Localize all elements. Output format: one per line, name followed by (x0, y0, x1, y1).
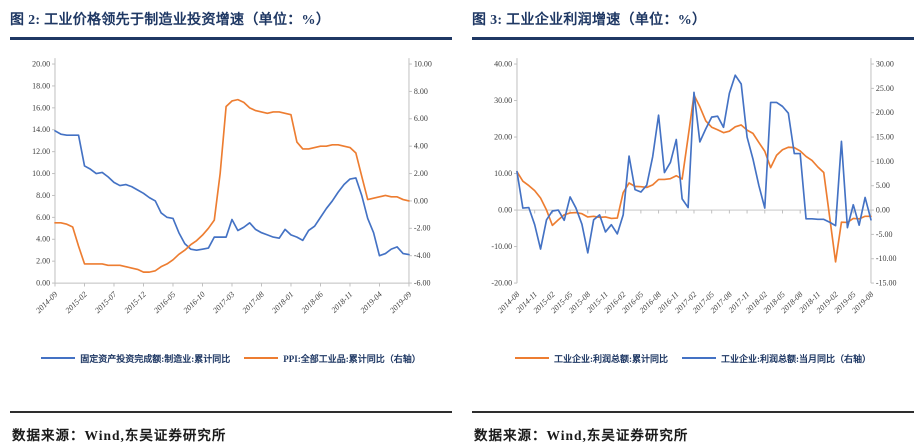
right-axis-tick-label: -15.00 (876, 278, 897, 287)
series-line-1 (516, 73, 872, 254)
left-axis-tick-label: 10.00 (494, 168, 512, 177)
left-axis-tick-label: 0.00 (36, 278, 50, 287)
x-axis-tick-label: 2018-01 (270, 289, 295, 314)
axes (52, 57, 412, 286)
figure-2-title-rule (10, 37, 452, 40)
x-axis-tick-label: 2016-10 (182, 289, 207, 314)
figure-2: 图 2: 工业价格领先于制造业投资增速（单位：%） 20.00 18.00 16.0… (10, 6, 452, 444)
right-axis-tick-label: 6.00 (414, 114, 428, 123)
series-line-1 (54, 98, 410, 273)
left-axis-tick-label: 2.00 (36, 256, 50, 265)
y-tick-labels: 20.00 18.00 16.00 14.00 12.00 10.00 8.00 6.00 4.… (32, 59, 432, 287)
legend-label: 工业企业:利润总额:累计同比 (554, 353, 668, 364)
legend-line-swatch-icon (682, 356, 716, 360)
right-axis-tick-label: 15.00 (876, 132, 894, 141)
x-axis-tick-label: 2019-09 (388, 289, 413, 314)
legend-label: PPI:全部工业品:累计同比（右轴） (283, 353, 421, 364)
legend-item-0: 固定资产投资完成额:制造业:累计同比 (41, 352, 230, 365)
x-axis-tick-label: 2015-12 (123, 289, 148, 314)
right-axis-tick-label: 0.00 (414, 196, 428, 205)
right-axis-tick-label: 20.00 (876, 108, 894, 117)
figure-3-divider (472, 411, 914, 413)
x-axis-tick-label: 2015-07 (93, 289, 119, 315)
right-axis-tick-label: 0.00 (876, 205, 890, 214)
right-axis-tick-label: 30.00 (876, 59, 894, 68)
y-tick-labels: 40.00 30.00 20.00 10.00 0.00 -10.00 -20.00 30.0… (491, 59, 896, 287)
left-axis-tick-label: 18.00 (32, 81, 50, 90)
right-axis-tick-label: 4.00 (414, 141, 428, 150)
left-axis-tick-label: 16.00 (32, 103, 50, 112)
series-line-0 (516, 93, 872, 263)
x-axis-tick-label: 2014-09 (34, 289, 59, 314)
x-tick-labels: 2014-09 2015-02 2015-07 2015-12 2016-05 2016-… (34, 289, 413, 315)
legend-label: 固定资产投资完成额:制造业:累计同比 (80, 353, 231, 364)
right-axis-tick-label: -6.00 (414, 278, 431, 287)
x-axis-tick-label: 2018-11 (330, 289, 355, 314)
left-axis-tick-label: 10.00 (32, 168, 50, 177)
left-axis-tick-label: 6.00 (36, 212, 50, 221)
legend-line-swatch-icon (244, 356, 279, 360)
figure-2-legend: 固定资产投资完成额:制造业:累计同比 PPI:全部工业品:累计同比（右轴） (10, 352, 452, 365)
legend-item-0: 工业企业:利润总额:累计同比 (515, 352, 668, 365)
figure-3-chart-svg: 40.00 30.00 20.00 10.00 0.00 -10.00 -20.00 30.0… (491, 57, 897, 315)
x-axis-tick-label: 2015-02 (64, 289, 89, 314)
figure-3: 图 3: 工业企业利润增速（单位：%） 40.00 30.00 20.00 10.00… (472, 6, 914, 444)
right-axis-tick-label: -5.00 (876, 229, 893, 238)
legend-item-1: PPI:全部工业品:累计同比（右轴） (244, 352, 421, 365)
right-axis-tick-label: 8.00 (414, 86, 428, 95)
figure-3-title-rule (472, 37, 914, 40)
right-axis-tick-label: 2.00 (414, 168, 428, 177)
x-axis-tick-label: 2019-04 (359, 289, 384, 314)
x-tick-labels: 2014-082014-112015-022015-052015-082015-… (496, 289, 875, 314)
figure-2-chart-svg: 20.00 18.00 16.00 14.00 12.00 10.00 8.00 6.00 4.… (32, 57, 432, 315)
left-axis-tick-label: 14.00 (32, 125, 50, 134)
left-axis-tick-label: 20.00 (32, 59, 50, 68)
legend-line-swatch-icon (41, 356, 76, 360)
right-axis-tick-label: -2.00 (414, 223, 431, 232)
figure-3-legend: 工业企业:利润总额:累计同比 工业企业:利润总额:当月同比（右轴） (472, 352, 914, 365)
figure-3-source: 数据来源：Wind,东吴证券研究所 (474, 428, 689, 443)
figure-2-source: 数据来源：Wind,东吴证券研究所 (12, 428, 227, 443)
left-axis-tick-label: -10.00 (491, 242, 512, 251)
left-axis-tick-label: -20.00 (491, 278, 512, 287)
figure-2-title: 图 2: 工业价格领先于制造业投资增速（单位：%） (10, 13, 331, 28)
figure-2-divider (10, 411, 452, 413)
series-line-0 (54, 129, 410, 257)
figure-3-chart: 40.00 30.00 20.00 10.00 0.00 -10.00 -20.00 30.0… (472, 50, 914, 346)
left-axis-tick-label: 4.00 (36, 234, 50, 243)
x-axis-tick-label: 2017-03 (211, 289, 236, 314)
right-axis-tick-label: 10.00 (876, 156, 894, 165)
left-axis-tick-label: 30.00 (494, 95, 512, 104)
left-axis-tick-label: 20.00 (494, 132, 512, 141)
figure-3-title: 图 3: 工业企业利润增速（单位：%） (472, 13, 707, 28)
x-axis-tick-label: 2017-08 (241, 289, 266, 314)
right-axis-tick-label: 25.00 (876, 83, 894, 92)
legend-label: 工业企业:利润总额:当月同比（右轴） (721, 353, 871, 364)
legend-item-1: 工业企业:利润总额:当月同比（右轴） (682, 352, 871, 365)
right-axis-tick-label: -10.00 (876, 254, 897, 263)
left-axis-tick-label: 8.00 (36, 190, 50, 199)
figure-2-chart: 20.00 18.00 16.00 14.00 12.00 10.00 8.00 6.00 4.… (10, 50, 452, 346)
right-axis-tick-label: 10.00 (414, 59, 432, 68)
x-axis-tick-label: 2018-06 (300, 289, 325, 314)
right-axis-tick-label: 5.00 (876, 181, 890, 190)
right-axis-tick-label: -4.00 (414, 251, 431, 260)
left-axis-tick-label: 40.00 (494, 59, 512, 68)
left-axis-tick-label: 12.00 (32, 147, 50, 156)
x-axis-tick-label: 2016-05 (152, 289, 177, 314)
legend-line-swatch-icon (515, 356, 549, 360)
left-axis-tick-label: 0.00 (498, 205, 512, 214)
